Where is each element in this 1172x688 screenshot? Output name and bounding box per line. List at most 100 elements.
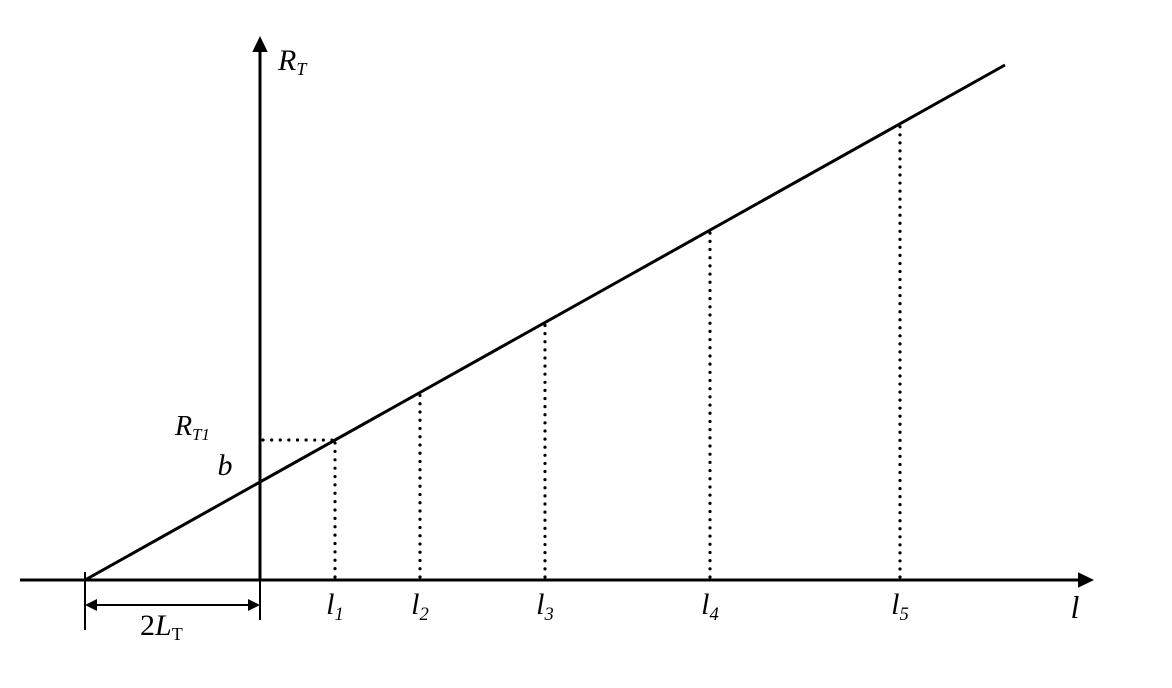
dotted-point <box>418 493 421 496</box>
dotted-point <box>543 364 546 367</box>
dotted-point <box>708 453 711 456</box>
dotted-point <box>708 363 711 366</box>
dotted-point <box>898 181 901 184</box>
dotted-point <box>279 438 282 441</box>
dotted-point <box>543 397 546 400</box>
dotted-point <box>543 486 546 489</box>
dotted-point <box>898 374 901 377</box>
dotted-point <box>898 157 901 160</box>
dotted-point <box>898 230 901 233</box>
x-axis-label: l <box>1071 589 1080 625</box>
dotted-point <box>708 313 711 316</box>
dotted-point <box>418 410 421 413</box>
dotted-point <box>543 429 546 432</box>
dotted-point <box>898 431 901 434</box>
dotted-point <box>708 346 711 349</box>
dotted-point <box>898 559 901 562</box>
dotted-point <box>898 198 901 201</box>
dotted-point <box>418 567 421 570</box>
dotted-point <box>333 575 336 578</box>
dotted-point <box>898 503 901 506</box>
dotted-point <box>418 468 421 471</box>
dotted-point <box>708 305 711 308</box>
dotted-point <box>270 438 273 441</box>
dotted-point <box>418 435 421 438</box>
dotted-point <box>898 479 901 482</box>
dotted-point <box>708 534 711 537</box>
dotted-point <box>898 471 901 474</box>
dotted-point <box>708 379 711 382</box>
dotted-point <box>708 289 711 292</box>
dotted-point <box>333 500 336 503</box>
dotted-point <box>418 460 421 463</box>
dotted-point <box>898 567 901 570</box>
dotted-point <box>708 428 711 431</box>
dotted-point <box>418 509 421 512</box>
dotted-point <box>418 427 421 430</box>
dotted-point <box>708 469 711 472</box>
dotted-point <box>898 262 901 265</box>
dotted-point <box>418 402 421 405</box>
dotted-point <box>708 354 711 357</box>
dotted-point <box>898 366 901 369</box>
dotted-point <box>333 517 336 520</box>
dotted-point <box>898 189 901 192</box>
dotted-point <box>898 334 901 337</box>
dotted-point <box>898 415 901 418</box>
dotted-point <box>898 318 901 321</box>
dotted-point <box>708 477 711 480</box>
dotted-point <box>898 455 901 458</box>
dotted-point <box>333 534 336 537</box>
dotted-point <box>333 483 336 486</box>
dotted-point <box>898 173 901 176</box>
dotted-point <box>708 485 711 488</box>
dotted-point <box>708 575 711 578</box>
dotted-point <box>418 476 421 479</box>
dotted-point <box>898 326 901 329</box>
dotted-point <box>543 575 546 578</box>
dotted-point <box>418 542 421 545</box>
dotted-point <box>898 214 901 217</box>
chart-background <box>0 0 1172 688</box>
dotted-point <box>333 458 336 461</box>
dotted-point <box>313 438 316 441</box>
dotted-point <box>898 141 901 144</box>
dotted-point <box>708 232 711 235</box>
dotted-point <box>708 526 711 529</box>
dotted-point <box>708 551 711 554</box>
intercept-label-b: b <box>218 449 233 482</box>
dotted-point <box>898 238 901 241</box>
dotted-point <box>418 485 421 488</box>
dotted-point <box>898 543 901 546</box>
dotted-point <box>708 256 711 259</box>
dotted-point <box>330 438 333 441</box>
dotted-point <box>898 165 901 168</box>
dotted-point <box>333 508 336 511</box>
dotted-point <box>898 399 901 402</box>
dotted-point <box>708 444 711 447</box>
dotted-point <box>898 342 901 345</box>
dotted-point <box>333 475 336 478</box>
dotted-point <box>898 254 901 257</box>
dotted-point <box>898 423 901 426</box>
dotted-point <box>898 487 901 490</box>
dotted-point <box>708 264 711 267</box>
dotted-point <box>708 338 711 341</box>
dotted-point <box>543 454 546 457</box>
dotted-point <box>898 302 901 305</box>
dotted-point <box>418 501 421 504</box>
dotted-point <box>322 438 325 441</box>
dotted-point <box>898 350 901 353</box>
dotted-point <box>418 526 421 529</box>
dotted-point <box>418 443 421 446</box>
dotted-point <box>708 461 711 464</box>
dotted-point <box>898 149 901 152</box>
dotted-point <box>898 495 901 498</box>
dotted-point <box>708 502 711 505</box>
dotted-point <box>898 382 901 385</box>
dotted-point <box>543 494 546 497</box>
dotted-point <box>543 324 546 327</box>
dotted-point <box>543 421 546 424</box>
dotted-point <box>333 550 336 553</box>
dotted-point <box>708 322 711 325</box>
